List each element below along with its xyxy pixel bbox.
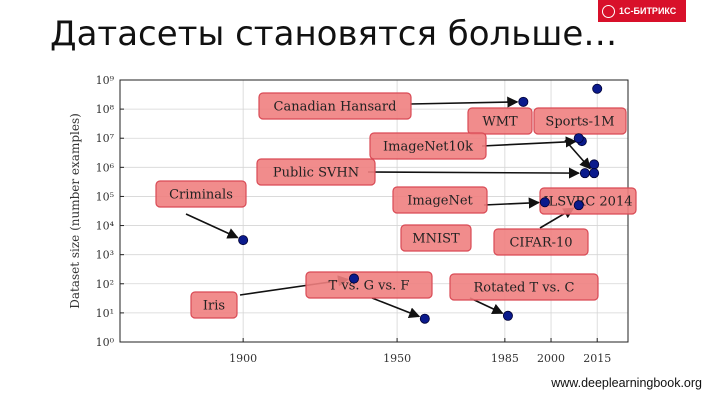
annotation-box: Sports-1M: [533, 107, 627, 135]
annotation-box-background: [493, 228, 589, 256]
annotation-box-background: [400, 224, 472, 252]
data-point: [238, 235, 249, 246]
y-tick-label: 10⁰: [96, 336, 115, 349]
x-tick-label: 1950: [383, 352, 411, 365]
x-tick-label: 1985: [491, 352, 519, 365]
annotation-label: ImageNet: [407, 194, 473, 209]
annotation-arrow: [483, 197, 540, 209]
data-point: [589, 159, 600, 170]
annotation-label: MNIST: [412, 232, 460, 247]
annotation-box: Rotated T vs. C: [449, 273, 599, 301]
annotation-box-background: [369, 132, 487, 160]
brand-logo: 1С-БИТРИКС: [598, 0, 686, 22]
annotation-box-background: [467, 107, 533, 135]
data-point: [573, 133, 584, 144]
source-url: www.deeplearningbook.org: [551, 376, 702, 390]
annotation-label: Sports-1M: [545, 115, 614, 130]
annotation-arrow: [564, 139, 591, 170]
y-tick-label: 10⁵: [96, 190, 114, 203]
y-axis-label: Dataset size (number examples): [68, 113, 82, 309]
data-point: [592, 83, 603, 94]
x-tick-label: 1900: [229, 352, 257, 365]
x-tick-label: 2015: [583, 352, 611, 365]
annotation-box: Criminals: [155, 180, 247, 208]
annotation-arrow: [185, 213, 239, 239]
annotation-label: ImageNet10k: [383, 140, 473, 155]
y-tick-label: 10⁶: [96, 161, 115, 174]
y-tick-label: 10⁴: [96, 220, 115, 233]
y-tick-label: 10²: [96, 278, 114, 291]
annotation-box: ILSVRC 2014: [539, 187, 637, 215]
annotation-label: CIFAR-10: [509, 236, 572, 251]
y-tick-label: 10⁷: [96, 132, 115, 145]
annotation-box: Public SVHN: [256, 158, 376, 186]
data-point: [539, 197, 550, 208]
annotation-arrow: [367, 167, 581, 179]
annotation-box-background: [449, 273, 599, 301]
points-layer: [238, 83, 603, 324]
data-point: [502, 310, 513, 321]
annotation-label: Iris: [203, 299, 225, 314]
annotation-label: Canadian Hansard: [274, 100, 397, 115]
annotation-box: T vs. G vs. F: [305, 271, 433, 299]
annotation-label: Criminals: [169, 188, 233, 203]
brand-name: 1С-БИТРИКС: [619, 6, 677, 16]
annotation-box: WMT: [467, 107, 533, 135]
annotation-box: ImageNet: [392, 186, 488, 214]
annotation-label: WMT: [482, 115, 518, 130]
annotation-arrow: [409, 96, 519, 108]
y-tick-label: 10⁹: [96, 74, 115, 87]
data-point: [419, 313, 430, 324]
data-point: [518, 96, 529, 107]
annotation-arrow: [481, 136, 577, 148]
data-point: [589, 168, 600, 179]
annotation-layer: Canadian Hansard WMT Sports-1M ImageNet10k P…: [155, 92, 637, 319]
y-tick-label: 10³: [96, 249, 114, 262]
annotation-label: T vs. G vs. F: [329, 279, 410, 294]
brand-logo-icon: [602, 4, 615, 18]
annotation-box: Iris: [190, 291, 238, 319]
y-tick-label: 10⁸: [96, 103, 115, 116]
slide-title: Датасеты становятся больше…: [50, 14, 618, 54]
annotation-box-background: [256, 158, 376, 186]
annotation-box: CIFAR-10: [493, 228, 589, 256]
annotation-arrow: [371, 297, 421, 319]
annotation-box: MNIST: [400, 224, 472, 252]
annotation-box-background: [190, 291, 238, 319]
data-point: [573, 200, 584, 211]
data-point: [348, 273, 359, 284]
y-tick-label: 10¹: [96, 307, 114, 320]
annotation-box-background: [155, 180, 247, 208]
annotation-box-background: [258, 92, 412, 120]
axes-layer: 10⁰ 10¹ 10² 10³ 10⁴ 10⁵ 10⁶ 10⁷ 10⁸ 10⁹ 1900 1950 19…: [68, 74, 629, 365]
annotation-label: ILSVRC 2014: [543, 195, 632, 210]
annotation-box-background: [305, 271, 433, 299]
annotation-box-background: [392, 186, 488, 214]
annotation-label: Rotated T vs. C: [474, 281, 575, 296]
annotation-box: ImageNet10k: [369, 132, 487, 160]
annotation-box-background: [539, 187, 637, 215]
data-point: [579, 168, 590, 179]
x-tick-label: 2000: [537, 352, 565, 365]
annotation-box: Canadian Hansard: [258, 92, 412, 120]
annotation-label: Public SVHN: [273, 166, 359, 181]
